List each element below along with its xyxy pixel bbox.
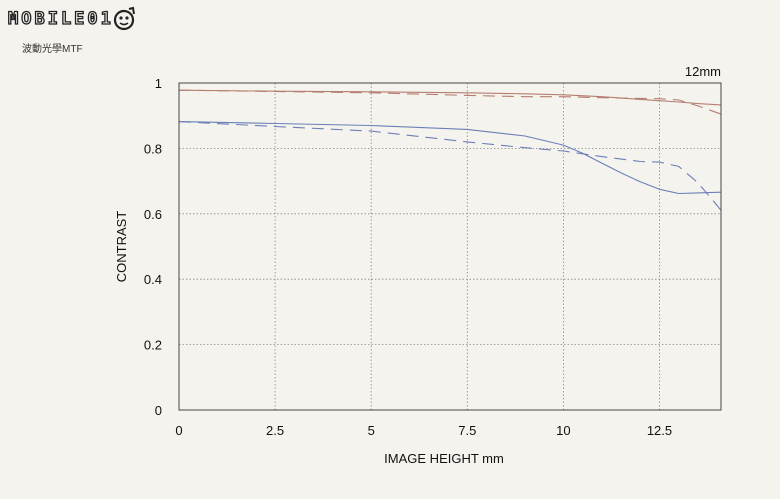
smiley-icon (113, 6, 135, 31)
series-line-meridional-high-freq (178, 121, 722, 211)
plot-frame (178, 82, 722, 411)
brand-logo: MOBILE01 (7, 6, 138, 32)
x-axis-label: IMAGE HEIGHT mm (384, 451, 504, 466)
y-axis-label: CONTRAST (114, 211, 129, 283)
x-tick-label: 2.5 (266, 423, 284, 438)
series-line-sagittal-high-freq (178, 121, 722, 195)
y-tick-label: 1 (155, 76, 162, 91)
chart-title: 12mm (685, 64, 721, 79)
y-tick-label: 0.4 (144, 272, 162, 287)
y-tick-label: 0.2 (144, 338, 162, 353)
tick-labels: 0 2.5 5 7.5 10 12.5 0 0.2 0.4 0.6 0.8 1 (144, 76, 672, 438)
x-tick-label: 5 (368, 423, 375, 438)
series-line-meridional-low-freq (178, 89, 722, 115)
x-tick-label: 10 (556, 423, 570, 438)
brand-name: MOBILE01 (7, 8, 114, 29)
x-tick-label: 7.5 (458, 423, 476, 438)
series-line-sagittal-low-freq (178, 89, 722, 106)
x-tick-label: 0 (175, 423, 182, 438)
y-tick-label: 0.6 (144, 207, 162, 222)
x-tick-label: 12.5 (647, 423, 672, 438)
series-layer (178, 89, 722, 211)
grid-lines (179, 83, 721, 410)
page-subtitle: 波動光學MTF (22, 44, 83, 55)
y-tick-label: 0 (155, 403, 162, 418)
y-tick-label: 0.8 (144, 141, 162, 156)
